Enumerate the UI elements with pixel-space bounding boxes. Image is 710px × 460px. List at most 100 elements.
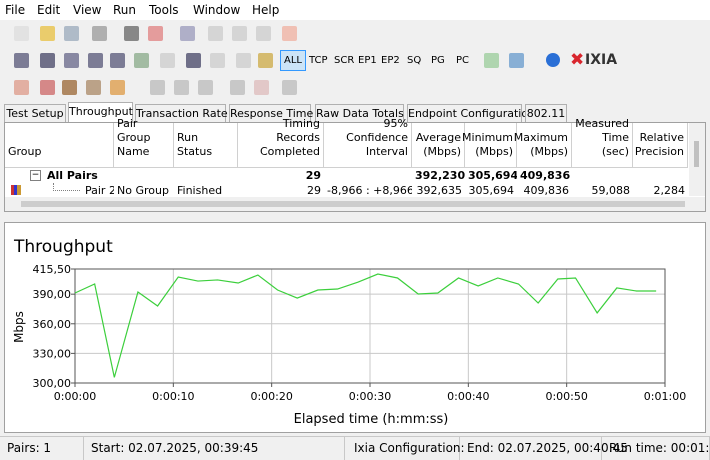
toolbar-button[interactable]: [198, 80, 213, 95]
toolbar-button[interactable]: [110, 80, 125, 95]
table-cell[interactable]: 29: [305, 169, 321, 182]
toolbar-button[interactable]: [509, 53, 524, 68]
toolbar-button[interactable]: [134, 53, 149, 68]
filter-button[interactable]: EP1: [358, 55, 377, 66]
column-header[interactable]: Run Status: [174, 123, 238, 168]
column-header[interactable]: Group: [5, 123, 114, 168]
header-text: Run Status: [177, 131, 213, 158]
column-header[interactable]: Maximum (Mbps): [514, 123, 572, 168]
table-cell[interactable]: 2,284: [653, 184, 686, 197]
toolbar-button[interactable]: [174, 80, 189, 95]
toolbar-button[interactable]: [40, 80, 55, 95]
logo: IXIA: [585, 52, 618, 68]
scroll-thumb[interactable]: [694, 141, 699, 167]
column-header[interactable]: Average (Mbps): [412, 123, 465, 168]
column-header[interactable]: 95% Confidence Interval: [324, 117, 412, 168]
table-cell[interactable]: No Group: [117, 184, 169, 197]
tab[interactable]: 802.11: [525, 104, 567, 122]
toolbar-button[interactable]: [208, 26, 223, 41]
table-cell[interactable]: 409,836: [523, 184, 570, 197]
toolbar-button[interactable]: [230, 80, 245, 95]
table-cell[interactable]: Finished: [177, 184, 223, 197]
toolbar-button[interactable]: [40, 53, 55, 68]
status-field: Pairs: 1: [0, 437, 84, 460]
column-header[interactable]: Timing Records Completed: [238, 117, 324, 168]
menu-item[interactable]: View: [73, 3, 102, 17]
column-header[interactable]: Minimum (Mbps): [462, 123, 517, 168]
toolbar-button[interactable]: [236, 53, 251, 68]
h-scroll-thumb[interactable]: [21, 201, 685, 207]
filter-button[interactable]: PG: [431, 55, 445, 66]
toolbar-button[interactable]: [180, 26, 195, 41]
menu-item[interactable]: Tools: [149, 3, 179, 17]
table-cell[interactable]: 59,088: [591, 184, 631, 197]
header-text: Group: [8, 145, 42, 158]
tab[interactable]: Throughput: [68, 102, 133, 122]
toolbar-button[interactable]: [64, 53, 79, 68]
filter-button[interactable]: PC: [456, 55, 470, 66]
tab[interactable]: Raw Data Totals: [315, 104, 404, 122]
toolbar-button[interactable]: [150, 80, 165, 95]
column-header[interactable]: Relative Precision: [633, 123, 688, 168]
toolbar: [0, 76, 710, 101]
toolbar-button[interactable]: [282, 26, 297, 41]
toolbar-button[interactable]: [148, 26, 163, 41]
menu-item[interactable]: Window: [193, 3, 241, 17]
y-tick-label: 300,00: [33, 377, 72, 390]
toolbar-button[interactable]: [124, 26, 139, 41]
toolbar-button[interactable]: [484, 53, 499, 68]
column-header[interactable]: Pair Group Name: [114, 117, 174, 168]
toolbar-button[interactable]: [232, 26, 247, 41]
table-cell[interactable]: 409,836: [520, 169, 571, 182]
toolbar-button[interactable]: [64, 26, 79, 41]
toolbar-button[interactable]: [160, 53, 175, 68]
table-cell[interactable]: All Pairs: [47, 169, 98, 182]
menu-item[interactable]: Edit: [37, 3, 61, 17]
toolbar-button[interactable]: [256, 26, 271, 41]
logo-mark: ✖: [570, 50, 585, 70]
table-cell[interactable]: Pair 2: [85, 184, 114, 197]
toolbar-button[interactable]: [40, 26, 55, 41]
toolbar-button[interactable]: [14, 53, 29, 68]
tab[interactable]: Endpoint Configuration: [407, 104, 535, 122]
table-cell[interactable]: 29: [307, 184, 321, 197]
table-cell[interactable]: 392,635: [416, 184, 463, 197]
header-text: 95% Confidence Interval: [346, 117, 408, 158]
table-cell[interactable]: 305,694: [468, 169, 517, 182]
toolbar-button[interactable]: [62, 80, 77, 95]
filter-button[interactable]: ALL: [280, 50, 306, 71]
toolbar-button[interactable]: [14, 80, 29, 95]
tab[interactable]: Transaction Rate: [135, 104, 228, 122]
toolbar-button[interactable]: [282, 80, 297, 95]
expand-box[interactable]: −: [30, 170, 41, 181]
toolbar-button[interactable]: [92, 26, 107, 41]
column-header[interactable]: Measured Time (sec): [572, 117, 633, 168]
toolbar-button[interactable]: [254, 80, 269, 95]
pair-icon: [11, 185, 21, 195]
toolbar-button[interactable]: [110, 53, 125, 68]
filter-button[interactable]: EP2: [381, 55, 400, 66]
toolbar-button[interactable]: [88, 53, 103, 68]
table-cell[interactable]: 305,694: [468, 184, 515, 197]
toolbar: ALL TCP SCR EP1 EP2 SQ PG PC ✖ IXIA: [0, 49, 710, 74]
tab[interactable]: Test Setup: [4, 104, 66, 122]
toolbar-button[interactable]: [186, 53, 201, 68]
toolbar-button[interactable]: [86, 80, 101, 95]
menu-item[interactable]: Help: [252, 3, 280, 17]
filter-button[interactable]: TCP: [309, 55, 328, 66]
header-text: Minimum (Mbps): [462, 131, 513, 158]
toolbar-button[interactable]: [258, 53, 273, 68]
help-button[interactable]: [546, 53, 560, 67]
y-axis-label: Mbps: [12, 311, 26, 343]
menu-item[interactable]: File: [5, 3, 26, 17]
filter-button[interactable]: SQ: [407, 55, 422, 66]
menu-item[interactable]: Run: [113, 3, 137, 17]
table-cell[interactable]: 392,230: [415, 169, 465, 182]
filter-button[interactable]: SCR: [334, 55, 355, 66]
x-tick-label: 0:00:20: [250, 390, 292, 403]
table-cell[interactable]: -8,966 : +8,966: [327, 184, 412, 197]
tab[interactable]: Response Time: [229, 104, 313, 122]
toolbar-button[interactable]: [210, 53, 225, 68]
toolbar-button[interactable]: [14, 26, 29, 41]
